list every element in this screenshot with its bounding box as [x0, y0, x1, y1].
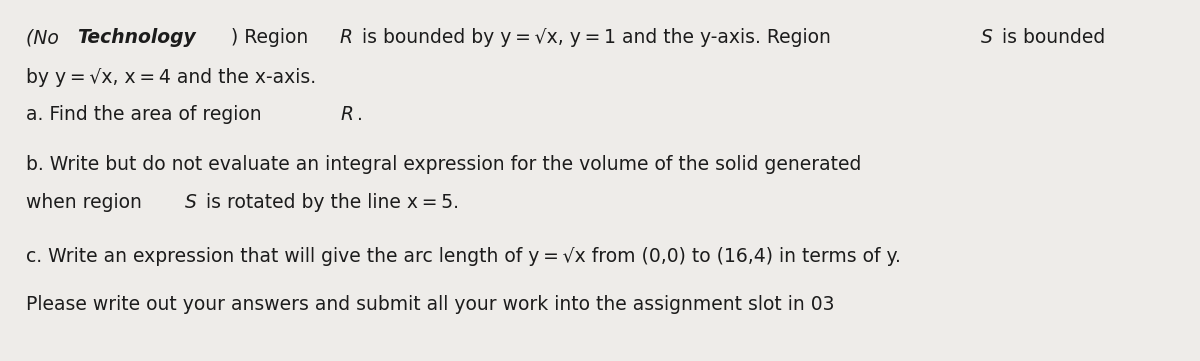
Text: when region: when region: [26, 193, 149, 212]
Text: Technology: Technology: [77, 28, 196, 47]
Text: R: R: [340, 105, 353, 124]
Text: S: S: [980, 28, 992, 47]
Text: b. Write but do not evaluate an integral expression for the volume of the solid : b. Write but do not evaluate an integral…: [26, 155, 862, 174]
Text: a. Find the area of region: a. Find the area of region: [26, 105, 268, 124]
Text: c. Write an expression that will give the arc length of y = √x from (0,0) to (16: c. Write an expression that will give th…: [26, 247, 901, 266]
Text: is rotated by the line x = 5.: is rotated by the line x = 5.: [200, 193, 460, 212]
Text: R: R: [340, 28, 353, 47]
Text: Please write out your answers and submit all your work into the assignment slot : Please write out your answers and submit…: [26, 295, 835, 314]
Text: S: S: [185, 193, 197, 212]
Text: is bounded by y = √x, y = 1 and the y-axis. Region: is bounded by y = √x, y = 1 and the y-ax…: [356, 28, 836, 47]
Text: (No: (No: [26, 28, 65, 47]
Text: is bounded: is bounded: [996, 28, 1105, 47]
Text: by y = √x, x = 4 and the x-axis.: by y = √x, x = 4 and the x-axis.: [26, 68, 317, 87]
Text: .: .: [358, 105, 362, 124]
Text: ) Region: ) Region: [232, 28, 314, 47]
